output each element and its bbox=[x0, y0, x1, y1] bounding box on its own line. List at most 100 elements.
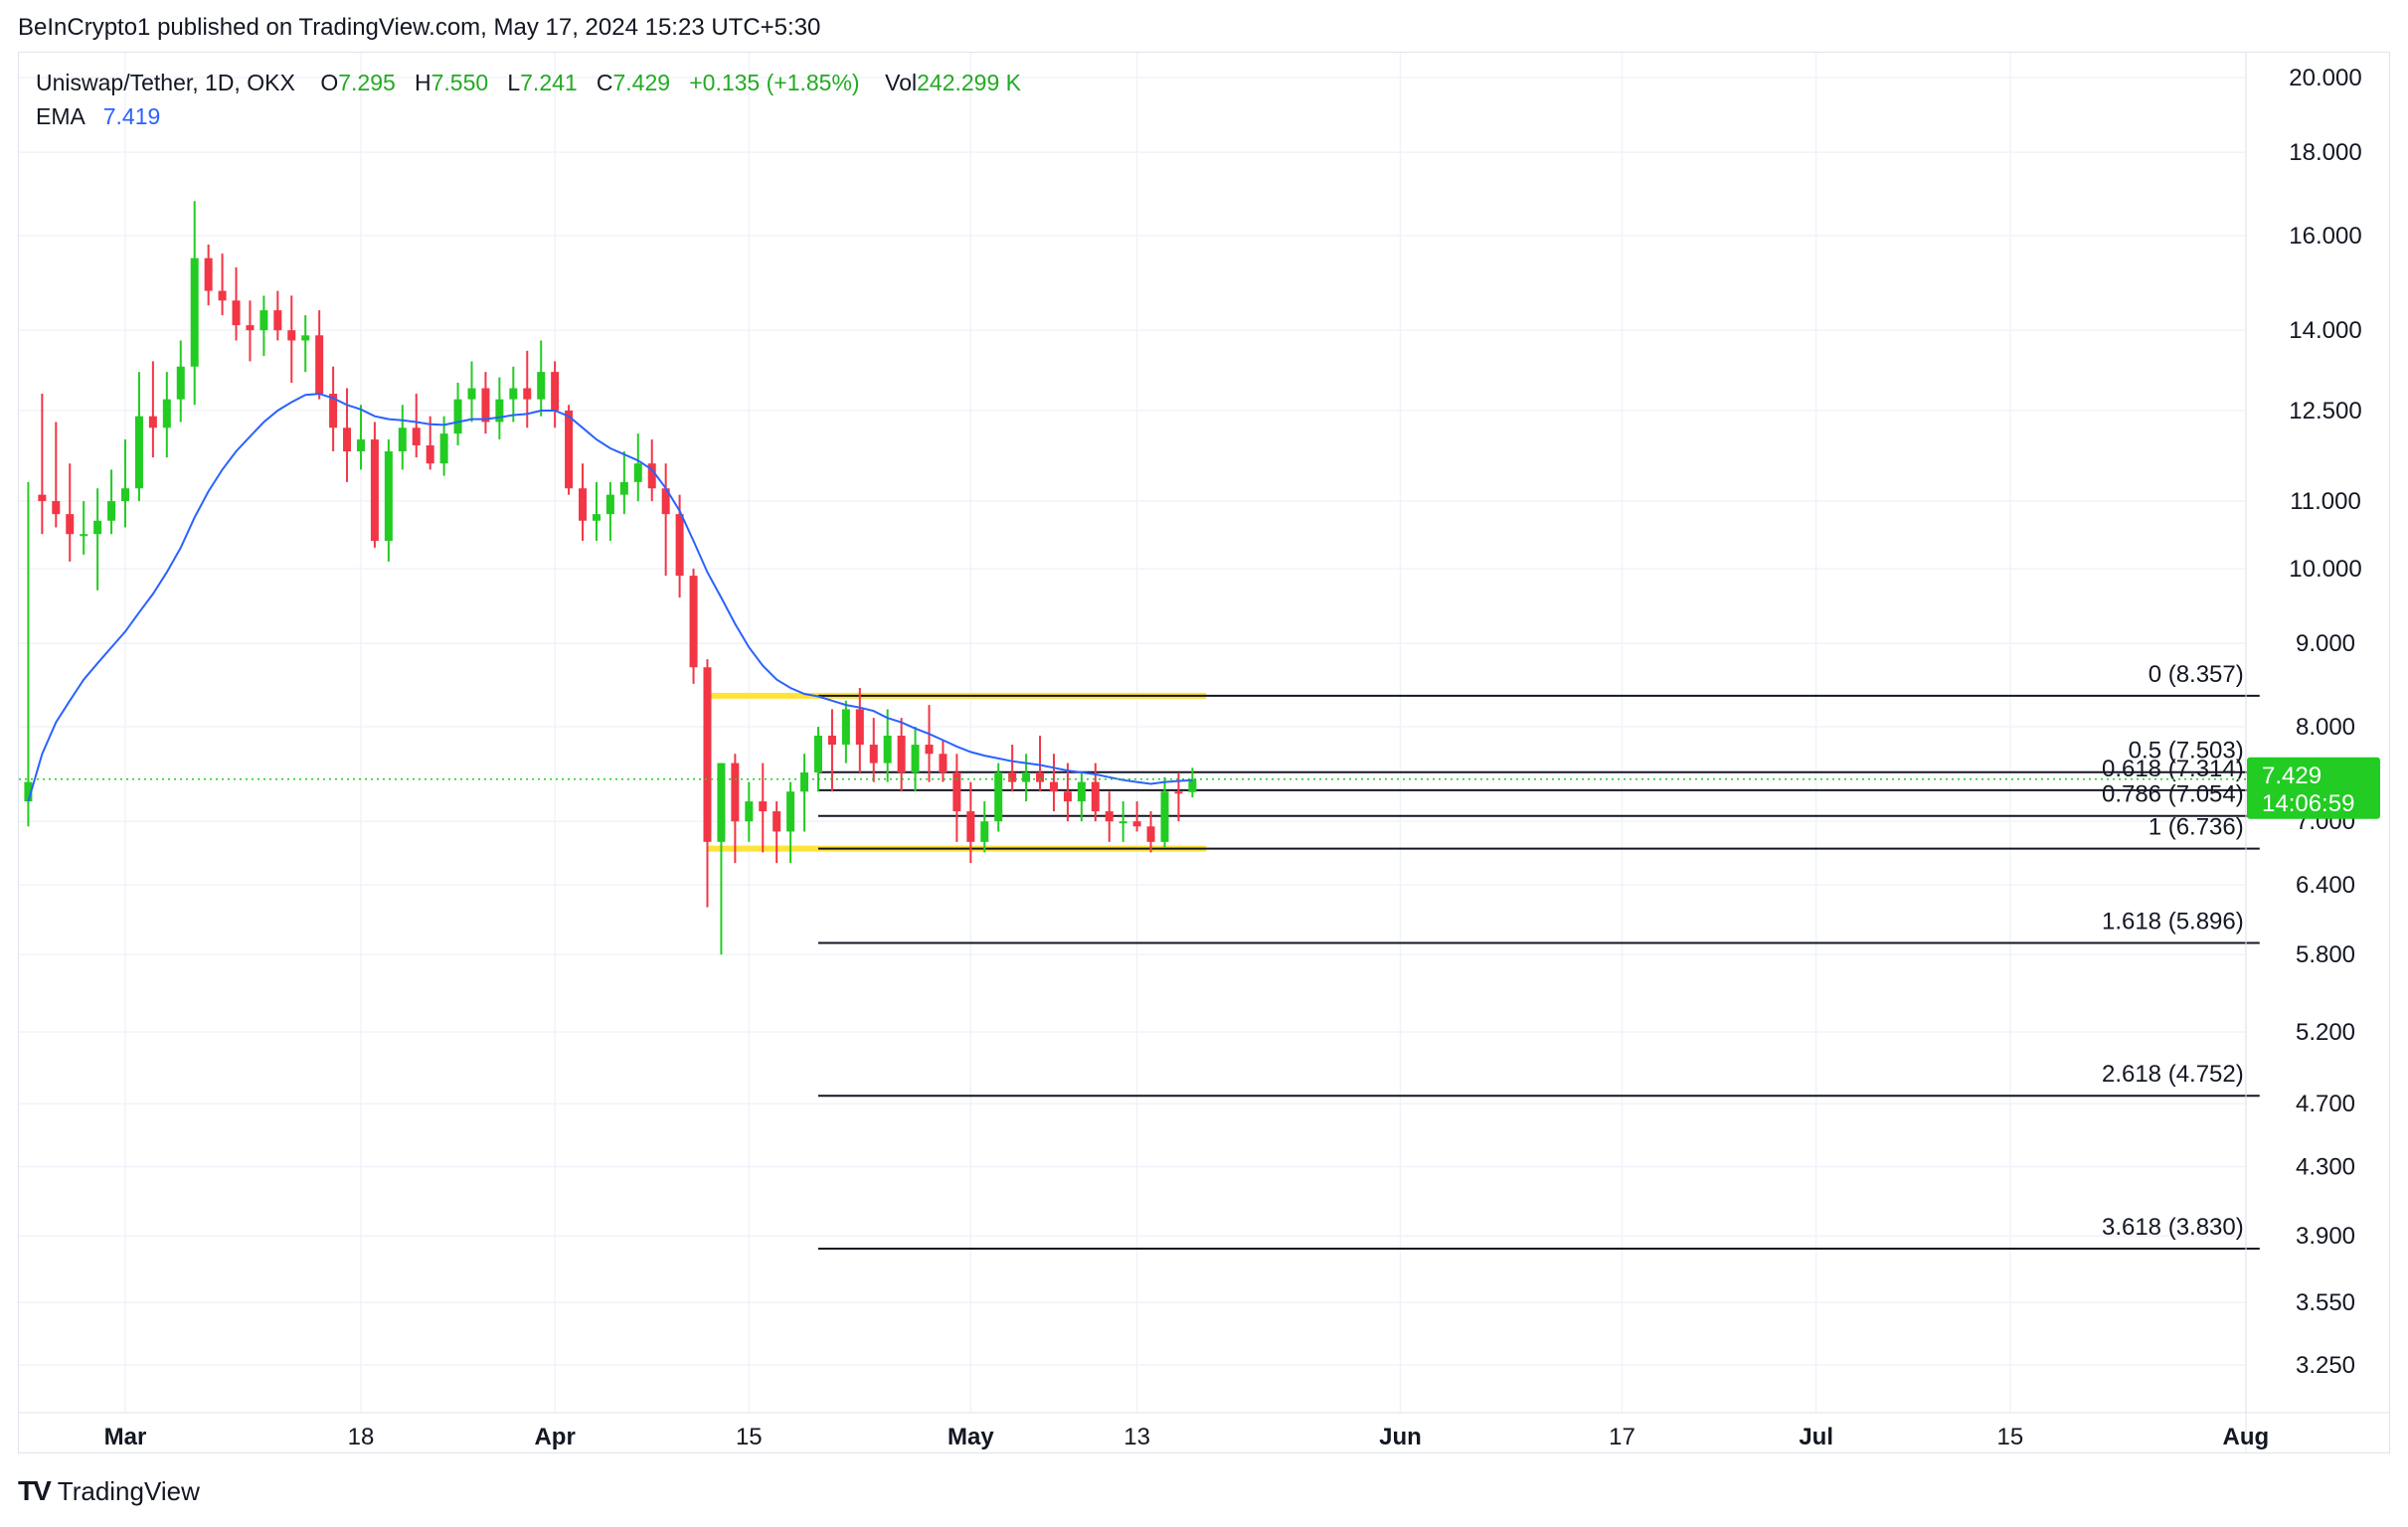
candle-down[interactable] bbox=[148, 361, 157, 458]
candle-down[interactable] bbox=[1174, 772, 1183, 822]
candle-down[interactable] bbox=[855, 688, 864, 773]
candle-up[interactable] bbox=[633, 433, 642, 502]
candle-up[interactable] bbox=[121, 439, 129, 528]
candle-down[interactable] bbox=[773, 801, 781, 864]
candle-down[interactable] bbox=[204, 244, 213, 306]
candle-down[interactable] bbox=[370, 422, 379, 548]
candle-up[interactable] bbox=[911, 727, 920, 792]
candle-down[interactable] bbox=[1063, 763, 1072, 822]
candle-down[interactable] bbox=[287, 295, 296, 384]
candle-up[interactable] bbox=[537, 340, 546, 417]
candle-up[interactable] bbox=[1077, 772, 1086, 822]
candle-down[interactable] bbox=[703, 659, 712, 908]
candle-up[interactable] bbox=[1188, 767, 1197, 798]
candle-up[interactable] bbox=[356, 405, 365, 470]
candle-down[interactable] bbox=[925, 705, 934, 782]
candle-down[interactable] bbox=[565, 405, 574, 495]
chart-frame[interactable]: 0 (8.357) 0.5 (7.503) 0.618 (7.314) 0.786 (… bbox=[18, 52, 2390, 1453]
candle-up[interactable] bbox=[619, 451, 628, 515]
candle-up[interactable] bbox=[1118, 801, 1127, 842]
candle-body bbox=[592, 514, 601, 521]
candle-up[interactable] bbox=[398, 405, 407, 470]
candle-down[interactable] bbox=[579, 463, 588, 542]
candle-down[interactable] bbox=[897, 718, 906, 792]
candle-down[interactable] bbox=[52, 422, 61, 528]
candle-down[interactable] bbox=[218, 254, 227, 316]
candle-up[interactable] bbox=[467, 361, 476, 423]
candle-up[interactable] bbox=[259, 295, 268, 357]
candle-up[interactable] bbox=[301, 315, 310, 373]
candle-up[interactable] bbox=[592, 481, 601, 542]
candle-down[interactable] bbox=[1008, 745, 1017, 792]
candle-up[interactable] bbox=[80, 501, 88, 555]
legend-ema-row[interactable]: EMA 7.419 bbox=[36, 99, 1021, 133]
candle-up[interactable] bbox=[107, 469, 116, 535]
candle-up[interactable] bbox=[814, 727, 822, 792]
candle-down[interactable] bbox=[1036, 735, 1045, 792]
candle-down[interactable] bbox=[1146, 811, 1155, 853]
candle-down[interactable] bbox=[689, 568, 698, 684]
candle-up[interactable] bbox=[980, 801, 989, 853]
candle-up[interactable] bbox=[24, 481, 33, 827]
candle-up[interactable] bbox=[93, 488, 102, 591]
time-axis-tick-label: 17 bbox=[1609, 1424, 1635, 1450]
last-price-badge[interactable] bbox=[2247, 757, 2380, 819]
candle-down[interactable] bbox=[412, 394, 421, 458]
candle-up[interactable] bbox=[1022, 754, 1031, 802]
candle-up[interactable] bbox=[495, 377, 504, 440]
candle-down[interactable] bbox=[481, 372, 490, 434]
candle-up[interactable] bbox=[883, 709, 892, 782]
price-axis-tick-label: 16.000 bbox=[2289, 223, 2361, 250]
candle-up[interactable] bbox=[176, 340, 185, 423]
candle-up[interactable] bbox=[190, 201, 199, 406]
candle-up[interactable] bbox=[994, 763, 1003, 832]
candle-up[interactable] bbox=[384, 439, 393, 562]
candle-down[interactable] bbox=[315, 310, 324, 400]
candle-body bbox=[1146, 826, 1155, 842]
candle-down[interactable] bbox=[38, 394, 47, 535]
candle-body bbox=[273, 310, 282, 331]
candle-up[interactable] bbox=[453, 383, 462, 446]
candle-up[interactable] bbox=[745, 781, 754, 842]
candle-down[interactable] bbox=[523, 350, 532, 428]
ema-line[interactable] bbox=[27, 393, 1193, 802]
candle-down[interactable] bbox=[232, 266, 241, 341]
fib-level-label: 0.618 (7.314) bbox=[2102, 756, 2244, 782]
candle-down[interactable] bbox=[661, 463, 670, 577]
price-chart[interactable]: 0 (8.357) 0.5 (7.503)0.618 (7.314)0.786 (… bbox=[19, 53, 2389, 1452]
candle-down[interactable] bbox=[827, 709, 836, 792]
last-price-value: 7.429 bbox=[2262, 763, 2322, 789]
legend-symbol[interactable]: Uniswap/Tether, 1D, OKX bbox=[36, 70, 295, 95]
candle-up[interactable] bbox=[509, 366, 518, 423]
candle-body bbox=[93, 520, 102, 535]
candle-up[interactable] bbox=[786, 781, 795, 864]
candle-up[interactable] bbox=[162, 372, 171, 458]
candle-down[interactable] bbox=[66, 463, 75, 562]
candle-down[interactable] bbox=[1091, 763, 1100, 822]
candle-down[interactable] bbox=[246, 300, 255, 362]
candle-up[interactable] bbox=[1160, 776, 1169, 848]
candle-down[interactable] bbox=[759, 763, 768, 853]
candle-up[interactable] bbox=[605, 481, 614, 542]
candle-down[interactable] bbox=[1132, 801, 1141, 832]
candle-down[interactable] bbox=[273, 290, 282, 341]
candle-down[interactable] bbox=[966, 781, 975, 864]
candle-down[interactable] bbox=[343, 388, 352, 482]
candle-down[interactable] bbox=[551, 361, 560, 428]
candle-up[interactable] bbox=[717, 763, 726, 955]
candle-down[interactable] bbox=[1105, 791, 1114, 842]
candle-down[interactable] bbox=[1049, 754, 1058, 812]
candle-down[interactable] bbox=[952, 754, 961, 842]
candle-up[interactable] bbox=[134, 372, 143, 502]
fib-level-label: 3.618 (3.830) bbox=[2102, 1214, 2244, 1241]
candle-down[interactable] bbox=[329, 366, 338, 452]
candle-down[interactable] bbox=[869, 718, 878, 782]
candle-body bbox=[246, 325, 255, 331]
candle-up[interactable] bbox=[841, 700, 850, 764]
candle-down[interactable] bbox=[731, 754, 740, 864]
candle-up[interactable] bbox=[439, 416, 448, 476]
candle-down[interactable] bbox=[939, 740, 947, 782]
candle-up[interactable] bbox=[800, 754, 809, 832]
candle-body bbox=[1160, 791, 1169, 842]
tradingview-brand[interactable]: TV TradingView bbox=[18, 1475, 200, 1507]
